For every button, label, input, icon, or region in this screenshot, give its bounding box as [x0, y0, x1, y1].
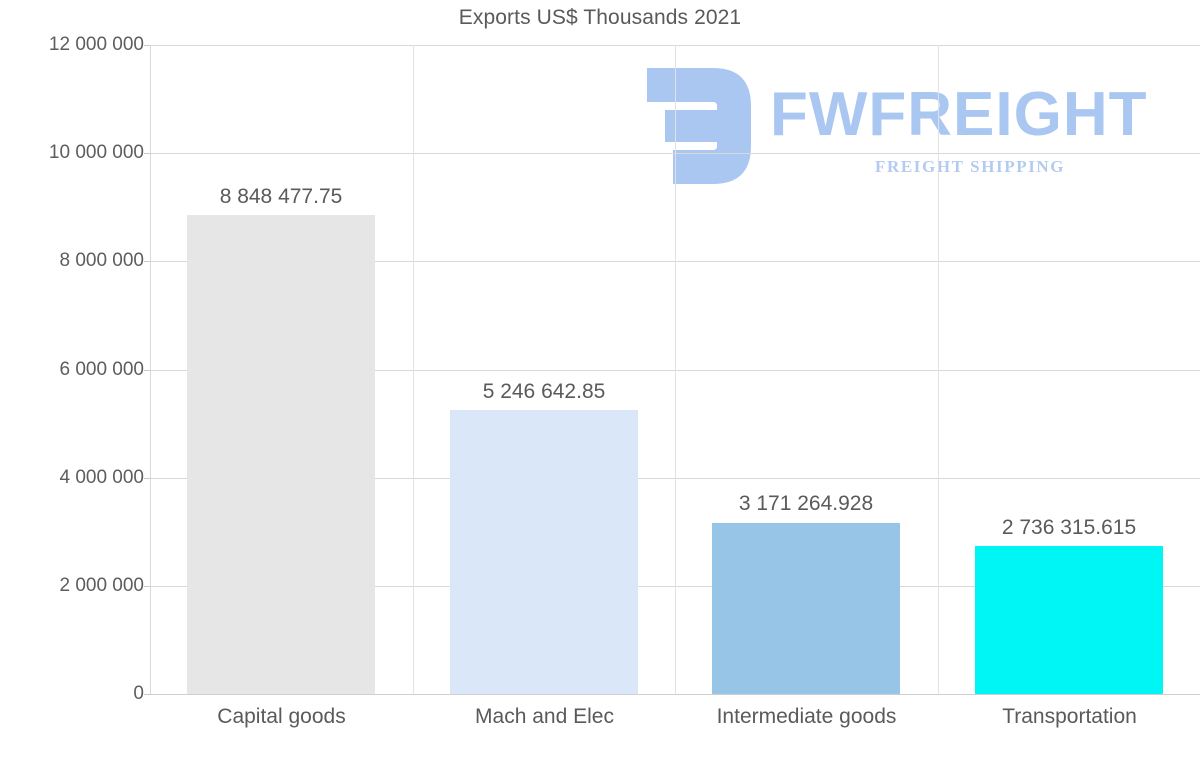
- x-axis-category-label: Mach and Elec: [475, 705, 614, 728]
- x-axis-category-label: Intermediate goods: [716, 705, 897, 728]
- bar-value-label: 8 848 477.75: [219, 185, 343, 209]
- gridline-horizontal: [150, 694, 1200, 695]
- gridline-vertical: [675, 45, 676, 694]
- bar[interactable]: [712, 522, 900, 694]
- y-axis-tick-label: 10 000 000: [48, 142, 144, 164]
- y-axis-tick-mark: [144, 153, 150, 155]
- bar[interactable]: [187, 215, 375, 694]
- y-axis-tick-label: 4 000 000: [59, 466, 144, 488]
- bar[interactable]: [450, 410, 638, 694]
- gridline-vertical: [413, 45, 414, 694]
- y-axis-tick-label: 6 000 000: [59, 358, 144, 380]
- gridline-vertical: [938, 45, 939, 694]
- bar-value-label: 5 246 642.85: [482, 380, 606, 404]
- plot-area: 0 2 000 000 4 000 000 6 000 000 8 000 000 10 …: [49, 34, 1200, 704]
- y-axis-tick-label: 8 000 000: [59, 250, 144, 272]
- y-axis-tick-label: 2 000 000: [59, 574, 144, 596]
- bar[interactable]: [975, 546, 1163, 694]
- y-axis-tick-mark: [144, 694, 150, 695]
- x-axis-category-label: Transportation: [1002, 705, 1137, 728]
- y-axis-tick-mark: [144, 477, 150, 479]
- y-axis-tick-mark: [144, 261, 150, 263]
- y-axis-tick-label: 12 000 000: [48, 34, 144, 55]
- y-axis-tick-mark: [144, 585, 150, 587]
- y-axis-line: [150, 45, 151, 694]
- bar-value-label: 2 736 315.615: [1001, 516, 1137, 539]
- x-axis-category-label: Capital goods: [217, 705, 346, 728]
- chart-title: Exports US$ Thousands 2021: [458, 6, 742, 29]
- y-axis-tick-mark: [144, 45, 150, 46]
- y-axis-tick-label: 0: [133, 683, 144, 704]
- y-axis-tick-mark: [144, 369, 150, 371]
- bar-value-label: 3 171 264.928: [738, 492, 874, 516]
